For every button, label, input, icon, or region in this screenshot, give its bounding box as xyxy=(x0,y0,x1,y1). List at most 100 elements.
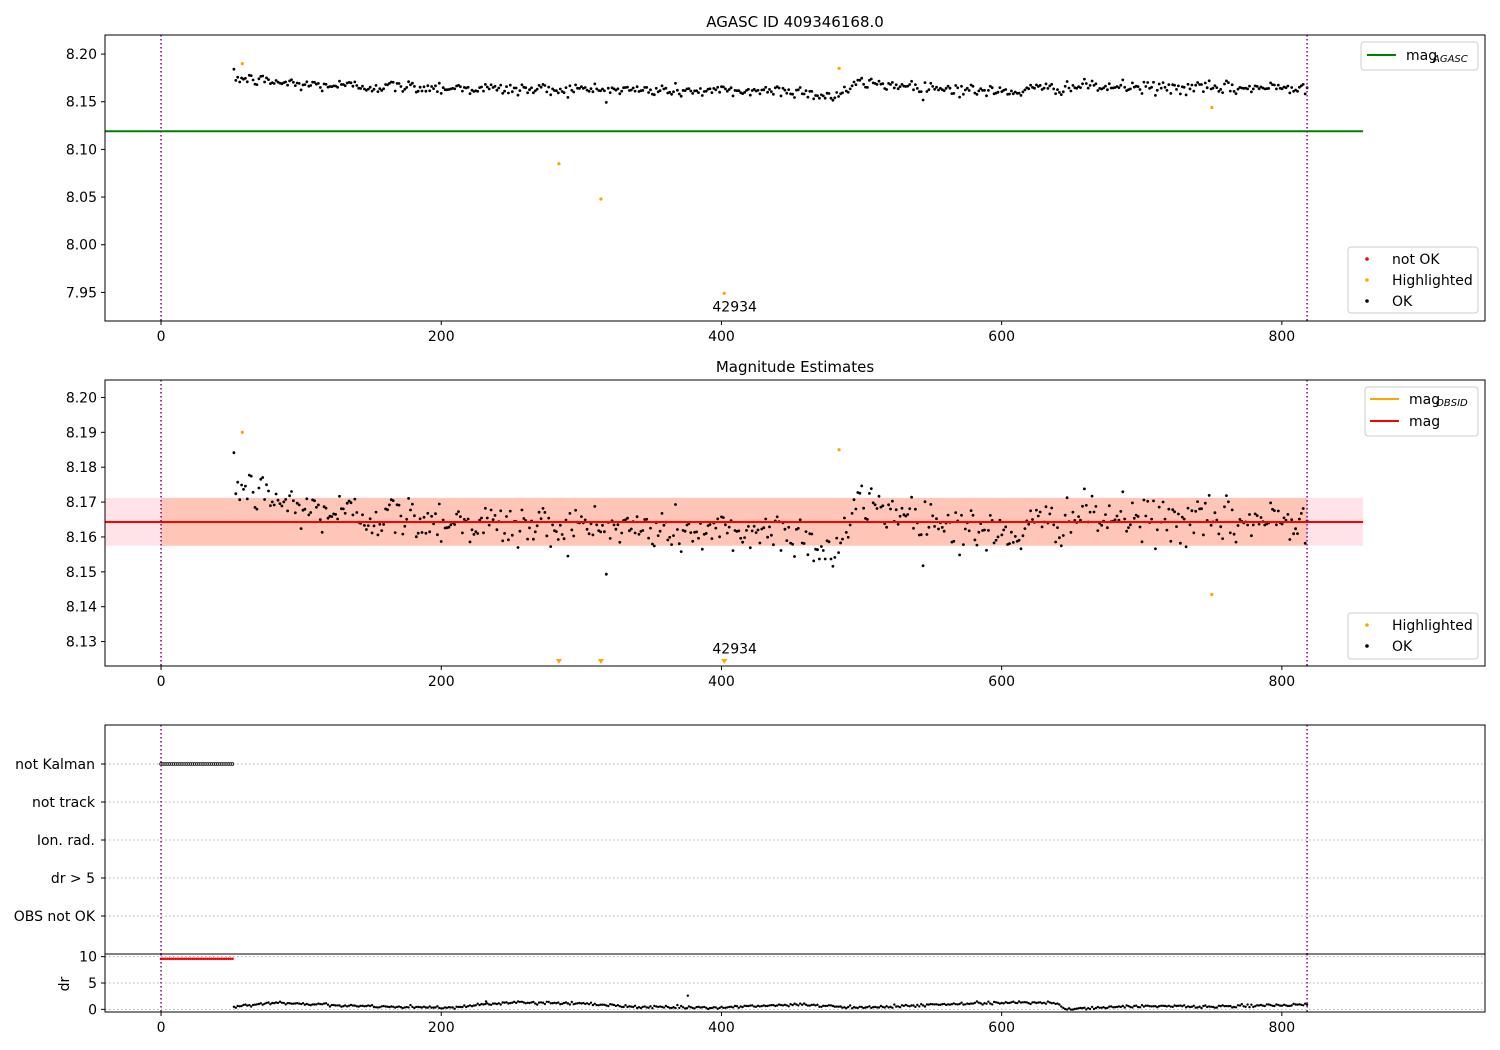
ok-point xyxy=(969,1002,973,1005)
ok-point xyxy=(1246,87,1249,91)
ok-point xyxy=(486,1002,489,1005)
ok-point xyxy=(1058,536,1061,540)
ok-point xyxy=(743,536,746,539)
ok-point xyxy=(263,498,266,501)
ok-point xyxy=(948,1003,952,1006)
ok-point xyxy=(1083,77,1086,81)
ok-point xyxy=(1273,1004,1276,1008)
ok-point xyxy=(401,1006,404,1010)
ok-point xyxy=(434,1006,437,1009)
ok-point xyxy=(1206,1005,1209,1009)
ok-point xyxy=(655,1005,658,1008)
dr-flagged-point xyxy=(163,957,167,961)
ok-point xyxy=(1059,93,1063,96)
ok-point xyxy=(641,1005,644,1009)
ok-point xyxy=(1104,513,1107,516)
ok-point xyxy=(1069,531,1073,534)
ok-point xyxy=(1121,78,1125,82)
ok-point xyxy=(925,533,929,536)
ok-point xyxy=(286,83,289,87)
ok-point xyxy=(346,1005,349,1008)
ok-point xyxy=(576,1002,579,1005)
ok-point xyxy=(1167,1004,1171,1007)
ok-point xyxy=(1188,523,1192,527)
ok-point xyxy=(253,506,257,509)
ok-point xyxy=(1240,1003,1244,1006)
ok-point xyxy=(507,91,510,95)
ok-point xyxy=(1183,1004,1186,1007)
ok-point xyxy=(1171,508,1175,512)
ok-point xyxy=(1275,1003,1278,1006)
dr-flagged-point xyxy=(220,957,224,961)
ok-point xyxy=(541,507,545,510)
ok-point xyxy=(912,88,915,92)
ok-point xyxy=(989,1002,992,1005)
ok-point xyxy=(958,553,961,557)
ok-point xyxy=(1079,86,1082,89)
ok-point xyxy=(1004,88,1008,91)
ok-point xyxy=(560,533,564,536)
ok-point xyxy=(612,523,616,527)
ok-point xyxy=(812,97,816,101)
ok-point xyxy=(439,540,443,543)
ok-point xyxy=(603,530,606,534)
ok-point xyxy=(810,1003,813,1007)
ok-point xyxy=(624,1004,627,1007)
ok-point xyxy=(685,1007,689,1010)
ok-point xyxy=(549,93,553,97)
ok-point xyxy=(1215,518,1219,522)
ok-point xyxy=(1292,89,1295,93)
ok-point xyxy=(1039,1001,1042,1004)
ok-point xyxy=(251,490,255,494)
ok-point xyxy=(942,89,946,92)
ok-point xyxy=(1169,539,1173,543)
ok-point xyxy=(549,1002,552,1005)
ok-point xyxy=(1171,1005,1174,1009)
ok-point xyxy=(1044,82,1048,86)
ok-point xyxy=(1106,88,1109,92)
ok-point xyxy=(1286,1004,1290,1008)
ok-point xyxy=(820,1005,823,1008)
ok-point xyxy=(555,530,558,533)
ok-point xyxy=(288,494,291,498)
ok-point xyxy=(1140,540,1144,544)
ok-point xyxy=(944,1003,948,1007)
ok-point xyxy=(906,84,910,88)
ok-point xyxy=(604,572,608,576)
ok-point xyxy=(407,1006,410,1009)
ok-point xyxy=(587,89,591,93)
ok-point xyxy=(1038,510,1042,514)
ok-point xyxy=(405,517,409,521)
ok-point xyxy=(606,86,610,90)
ok-point xyxy=(935,517,938,521)
ok-point xyxy=(332,1003,335,1007)
y-tick-label: 8.00 xyxy=(66,238,97,254)
ok-point xyxy=(399,85,403,88)
ok-point xyxy=(430,85,433,88)
dr-flagged-point xyxy=(172,957,175,961)
ok-point xyxy=(359,87,362,90)
ok-point xyxy=(276,1001,280,1005)
ok-point xyxy=(1142,80,1146,84)
dr-flagged-point xyxy=(210,957,213,961)
ok-point xyxy=(1163,517,1167,521)
ok-point xyxy=(614,527,618,531)
ok-point xyxy=(393,531,397,534)
ok-point xyxy=(1165,88,1169,92)
ok-point xyxy=(1182,85,1186,89)
ok-point xyxy=(533,530,537,534)
ok-point xyxy=(574,83,577,87)
ok-point xyxy=(714,88,718,92)
ok-point xyxy=(1219,525,1223,529)
ok-point xyxy=(499,83,503,87)
ok-point xyxy=(987,1000,990,1003)
ok-point xyxy=(798,86,802,89)
ok-point xyxy=(952,539,956,543)
ok-point xyxy=(660,84,664,88)
ok-point xyxy=(704,89,708,93)
ok-point xyxy=(284,80,288,84)
ok-point xyxy=(831,564,835,568)
ok-point xyxy=(1296,532,1299,535)
ok-point xyxy=(927,88,931,91)
ok-point xyxy=(1144,85,1148,88)
